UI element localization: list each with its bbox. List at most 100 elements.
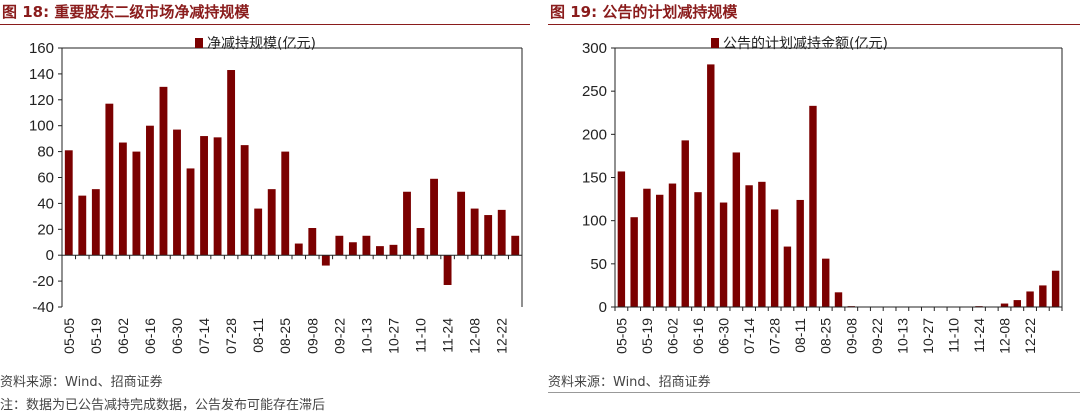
bar	[470, 208, 479, 256]
bar	[254, 208, 263, 256]
bar	[213, 137, 222, 256]
x-tick-label: 06-16	[142, 318, 158, 354]
bar	[146, 125, 154, 256]
bar	[267, 189, 276, 256]
x-tick-label: 06-02	[115, 318, 131, 354]
y-tick-label: 20	[37, 221, 54, 238]
bar	[335, 235, 344, 256]
bar	[694, 192, 702, 307]
y-tick-label: 250	[582, 83, 607, 100]
bar	[227, 70, 236, 256]
bar	[745, 185, 753, 307]
y-tick-label: 0	[599, 299, 607, 316]
bar	[321, 255, 330, 266]
x-tick-label: 07-14	[196, 318, 212, 354]
x-tick-label: 10-27	[920, 318, 936, 354]
x-tick-label: 07-28	[767, 318, 783, 354]
figure-title: 图 19: 公告的计划减持规模	[548, 0, 1080, 25]
bar	[416, 228, 425, 256]
bar	[200, 136, 208, 256]
bar	[796, 199, 804, 307]
y-tick-label: 100	[582, 213, 607, 230]
bar	[105, 103, 114, 256]
x-tick-label: 09-08	[843, 318, 859, 354]
x-tick-label: 09-22	[331, 318, 347, 354]
y-tick-label: 150	[582, 170, 607, 187]
bar	[511, 235, 520, 256]
figure-19: 图 19: 公告的计划减持规模 0 50 100 150 200 250 300 05-05 0…	[548, 0, 1080, 354]
x-tick-label: 05-19	[639, 318, 655, 354]
planned-reduction-bar-chart: 0 50 100 150 200 250 300 05-05 05-19 06-02 06-16 06…	[582, 36, 1063, 354]
bar	[294, 243, 303, 256]
bar	[822, 258, 830, 307]
source-note-left: 资料来源：Wind、招商证券	[0, 375, 163, 390]
bar	[1026, 291, 1034, 307]
bar	[308, 228, 317, 256]
y-tick-label: -40	[32, 299, 54, 316]
bar	[132, 151, 141, 256]
x-tick-label: 12-22	[1022, 318, 1038, 354]
bar	[668, 183, 677, 307]
y-tick-label: 100	[29, 118, 54, 135]
bar	[348, 242, 357, 256]
legend-label: 净减持规模(亿元)	[207, 36, 316, 52]
y-tick-label: 160	[29, 40, 54, 57]
x-tick-label: 05-05	[61, 318, 77, 354]
x-tick-label: 11-10	[413, 318, 429, 353]
x-tick-label: 12-08	[467, 318, 483, 354]
bar	[64, 150, 73, 256]
bar	[91, 189, 100, 256]
source-note-right: 资料来源：Wind、招商证券	[548, 375, 711, 390]
x-tick-label: 06-30	[716, 318, 732, 354]
x-tick-label: 11-24	[440, 318, 456, 353]
x-tick-label: 08-25	[818, 318, 834, 354]
x-tick-label: 11-24	[971, 318, 987, 353]
bar	[362, 235, 371, 256]
legend-swatch	[195, 38, 203, 48]
bar	[643, 188, 651, 307]
bar	[834, 292, 843, 307]
bar	[186, 168, 195, 256]
y-tick-label: 200	[582, 126, 607, 143]
bar	[240, 145, 249, 256]
bar	[118, 142, 127, 256]
bar	[617, 171, 626, 307]
data-note: 注：数据为已公告减持完成数据，公告发布可能存在滞后	[0, 398, 326, 413]
y-tick-label: 60	[37, 170, 54, 187]
x-tick-label: 08-11	[792, 318, 808, 353]
x-tick-label: 06-30	[169, 318, 185, 354]
bar	[159, 86, 168, 256]
bar	[497, 209, 506, 256]
bar	[732, 152, 741, 307]
bar	[484, 215, 493, 256]
bar	[430, 178, 438, 256]
bar	[783, 246, 792, 307]
bar	[1039, 285, 1047, 307]
y-tick-label: 50	[590, 256, 607, 273]
x-tick-label: 06-02	[664, 318, 680, 354]
y-tick-label: 120	[29, 92, 54, 109]
x-tick-label: 08-11	[250, 318, 266, 353]
bar	[758, 181, 766, 307]
bar	[719, 202, 728, 307]
figure-18: 图 18: 重要股东二级市场净减持规模 -40 -20 0 20 40 60 80 100 12…	[0, 0, 530, 354]
x-tick-label: 07-28	[223, 318, 239, 354]
legend-swatch	[711, 38, 719, 48]
x-tick-label: 05-19	[88, 318, 104, 354]
x-tick-label: 06-16	[690, 318, 706, 354]
bar	[707, 64, 715, 307]
y-tick-label: 140	[29, 66, 54, 83]
bar	[630, 217, 638, 307]
x-tick-label: 05-05	[613, 318, 629, 354]
bar	[443, 255, 452, 285]
x-tick-label: 09-08	[304, 318, 320, 354]
bar	[1000, 303, 1009, 307]
legend-label: 公告的计划减持金额(亿元)	[723, 36, 888, 52]
bar	[681, 140, 689, 307]
y-tick-label: -20	[32, 273, 54, 290]
x-tick-label: 11-10	[945, 318, 961, 353]
x-tick-label: 12-08	[997, 318, 1013, 354]
y-tick-label: 300	[582, 40, 607, 57]
bar	[457, 191, 466, 256]
bar	[376, 246, 384, 256]
